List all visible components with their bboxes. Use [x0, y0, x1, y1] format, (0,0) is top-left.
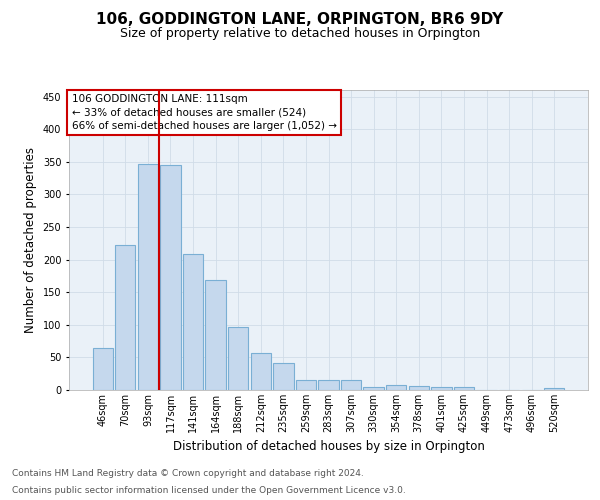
Bar	[228, 326, 248, 390]
Bar	[92, 348, 113, 390]
Bar	[160, 165, 181, 390]
Bar	[296, 380, 316, 390]
Bar	[364, 386, 384, 390]
Bar	[454, 386, 474, 390]
Bar	[251, 353, 271, 390]
Bar	[183, 254, 203, 390]
X-axis label: Distribution of detached houses by size in Orpington: Distribution of detached houses by size …	[173, 440, 484, 454]
Text: 106 GODDINGTON LANE: 111sqm
← 33% of detached houses are smaller (524)
66% of se: 106 GODDINGTON LANE: 111sqm ← 33% of det…	[71, 94, 337, 131]
Bar	[138, 164, 158, 390]
Text: Contains HM Land Registry data © Crown copyright and database right 2024.: Contains HM Land Registry data © Crown c…	[12, 468, 364, 477]
Bar	[409, 386, 429, 390]
Text: Size of property relative to detached houses in Orpington: Size of property relative to detached ho…	[120, 28, 480, 40]
Bar	[386, 386, 406, 390]
Y-axis label: Number of detached properties: Number of detached properties	[24, 147, 37, 333]
Text: 106, GODDINGTON LANE, ORPINGTON, BR6 9DY: 106, GODDINGTON LANE, ORPINGTON, BR6 9DY	[97, 12, 503, 28]
Bar	[205, 280, 226, 390]
Bar	[115, 245, 136, 390]
Text: Contains public sector information licensed under the Open Government Licence v3: Contains public sector information licen…	[12, 486, 406, 495]
Bar	[341, 380, 361, 390]
Bar	[319, 380, 338, 390]
Bar	[273, 362, 293, 390]
Bar	[431, 388, 452, 390]
Bar	[544, 388, 565, 390]
